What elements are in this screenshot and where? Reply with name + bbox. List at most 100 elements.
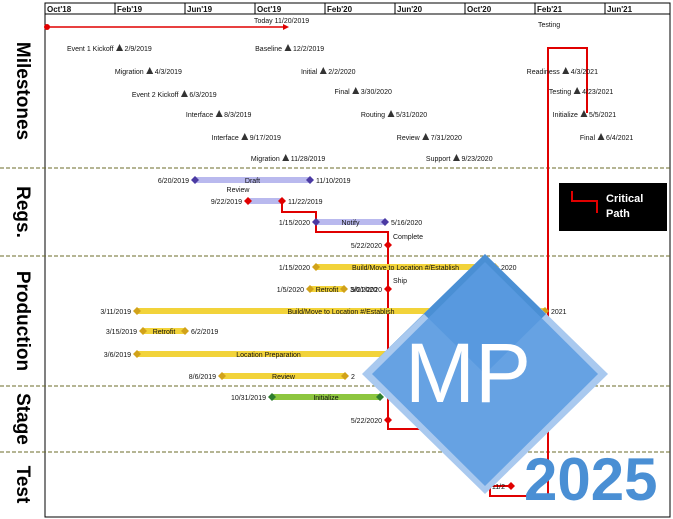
milestone-marker: [282, 154, 290, 161]
task-start-date: 6/20/2019: [158, 178, 189, 185]
milestone-name: Baseline: [255, 46, 282, 53]
chart-frame: [44, 2, 671, 518]
milestone-date: 6/4/2021: [606, 135, 633, 142]
task-start-date: 3/11/2019: [100, 309, 131, 316]
milestone-date: 9/23/2020: [461, 156, 492, 163]
task-bar: [310, 286, 344, 292]
milestone-name: Testing: [538, 22, 560, 29]
task-name: Location Preparation: [236, 352, 301, 359]
task-date: 5/21/2020: [351, 287, 382, 294]
task-bar: [316, 264, 495, 270]
task-end-date: 2021: [551, 309, 567, 316]
task-diamond: [381, 218, 389, 226]
milestone-date: 4/23/2021: [582, 89, 613, 96]
lane-label: Production: [12, 271, 33, 371]
task-diamond: [341, 372, 349, 380]
task-diamond: [244, 197, 252, 205]
milestone-date: 2/9/2019: [125, 46, 152, 53]
task-bar: [248, 198, 282, 204]
task-date: 5/22/2020: [351, 243, 382, 250]
task-diamond: [191, 176, 199, 184]
milestone-date: 12/2/2019: [293, 46, 324, 53]
milestone-marker: [116, 44, 124, 51]
logo-mark: MP: [405, 326, 531, 420]
task-diamond: [312, 218, 320, 226]
critical-path-legend: Critical Path: [559, 183, 667, 231]
milestone-name: Initial: [301, 69, 318, 76]
milestone-date: 11/28/2019: [291, 156, 326, 163]
task-start-date: 1/5/2020: [277, 287, 304, 294]
logo-diamond-face: [372, 262, 598, 486]
milestone-marker: [241, 133, 249, 140]
timescale: Oct'18 Feb'19 Jun'19 Oct'19 Feb'20 Jun'20 Oct'…: [44, 3, 633, 14]
milestone-marker: [180, 90, 188, 97]
task-name: Complete: [393, 234, 423, 241]
task-end-date: 11/10/2019: [316, 178, 351, 185]
today-label: Today 11/20/2019: [254, 18, 309, 25]
task-name: Build/Move to Location #/Establish: [352, 265, 459, 272]
task-end-date: 5/16/2020: [391, 220, 422, 227]
milestone-marker: [597, 133, 605, 140]
task-bar: [222, 373, 345, 379]
task-bar: [137, 308, 545, 314]
task-diamond: [340, 285, 348, 293]
milestone-name: Final: [335, 89, 351, 96]
task-diamond: [133, 350, 141, 358]
task-name: Retrofit: [316, 287, 339, 294]
task-end-date: 11/22/2019: [288, 199, 323, 206]
task-diamond: [139, 327, 147, 335]
milestone-date: 8/3/2019: [224, 112, 251, 119]
tick-label: Feb'20: [327, 5, 353, 14]
lane-label: Milestones: [12, 42, 33, 140]
milestone-marker: [387, 110, 395, 117]
task-start-date: 3/6/2019: [104, 352, 131, 359]
milestone-date: 7/31/2020: [431, 135, 462, 142]
task-start-date: 3/15/2019: [106, 329, 137, 336]
tick-label: Jun'20: [397, 5, 423, 14]
milestone-name: Review: [397, 135, 421, 142]
milestone-date: 2/2/2020: [328, 69, 355, 76]
task-bar: [316, 219, 385, 225]
task-diamond: [312, 263, 320, 271]
milestone-name: Initialize: [553, 112, 578, 119]
task-end-date: 2020: [501, 265, 517, 272]
task-end-date: 3/6/2020: [350, 287, 377, 294]
milestone-date: 6/3/2019: [189, 92, 216, 99]
lane-label: Regs.: [12, 186, 33, 238]
task-diamond: [384, 241, 392, 249]
task-start-date: 10/31/2019: [231, 395, 266, 402]
swimlanes: Milestones Regs. Production Stage Test: [0, 42, 670, 504]
milestone-name: Event 1 Kickoff: [67, 46, 114, 53]
task-start-date: 9/22/2019: [211, 199, 242, 206]
milestone-name: Readiness: [527, 69, 561, 76]
task-name: Initialize: [313, 395, 338, 402]
task-name: Build/Move to Location #/Establish: [287, 309, 394, 316]
milestone-name: Routing: [361, 112, 385, 119]
milestone-marker: [562, 67, 570, 74]
tick-label: Feb'19: [117, 5, 143, 14]
milestone-layer: Event 1 Kickoff 2/9/2019 Migration 4/3/2019…: [67, 22, 633, 163]
task-diamond: [306, 285, 314, 293]
milestone-name: Interface: [212, 135, 239, 142]
milestone-name: Interface: [186, 112, 213, 119]
tick-label: Oct'19: [257, 5, 282, 14]
task-name: Draft: [245, 178, 260, 185]
milestone-marker: [319, 67, 327, 74]
milestone-name: Event 2 Kickoff: [132, 92, 179, 99]
task-name: Review: [272, 374, 296, 381]
legend-line-2: Path: [606, 208, 630, 220]
task-name: Notify: [342, 220, 360, 227]
milestone-name: Final: [580, 135, 596, 142]
task-diamond: [268, 393, 276, 401]
task-diamond: [133, 307, 141, 315]
milestone-marker: [452, 154, 460, 161]
milestone-name: Support: [426, 156, 451, 163]
milestone-date: 4/3/2019: [155, 69, 182, 76]
task-bar: [272, 394, 380, 400]
task-diamond: [306, 176, 314, 184]
task-start-date: 1/15/2020: [279, 265, 310, 272]
task-diamond: [218, 372, 226, 380]
tick-label: Feb'21: [537, 5, 563, 14]
milestone-date: 4/3/2021: [571, 69, 598, 76]
